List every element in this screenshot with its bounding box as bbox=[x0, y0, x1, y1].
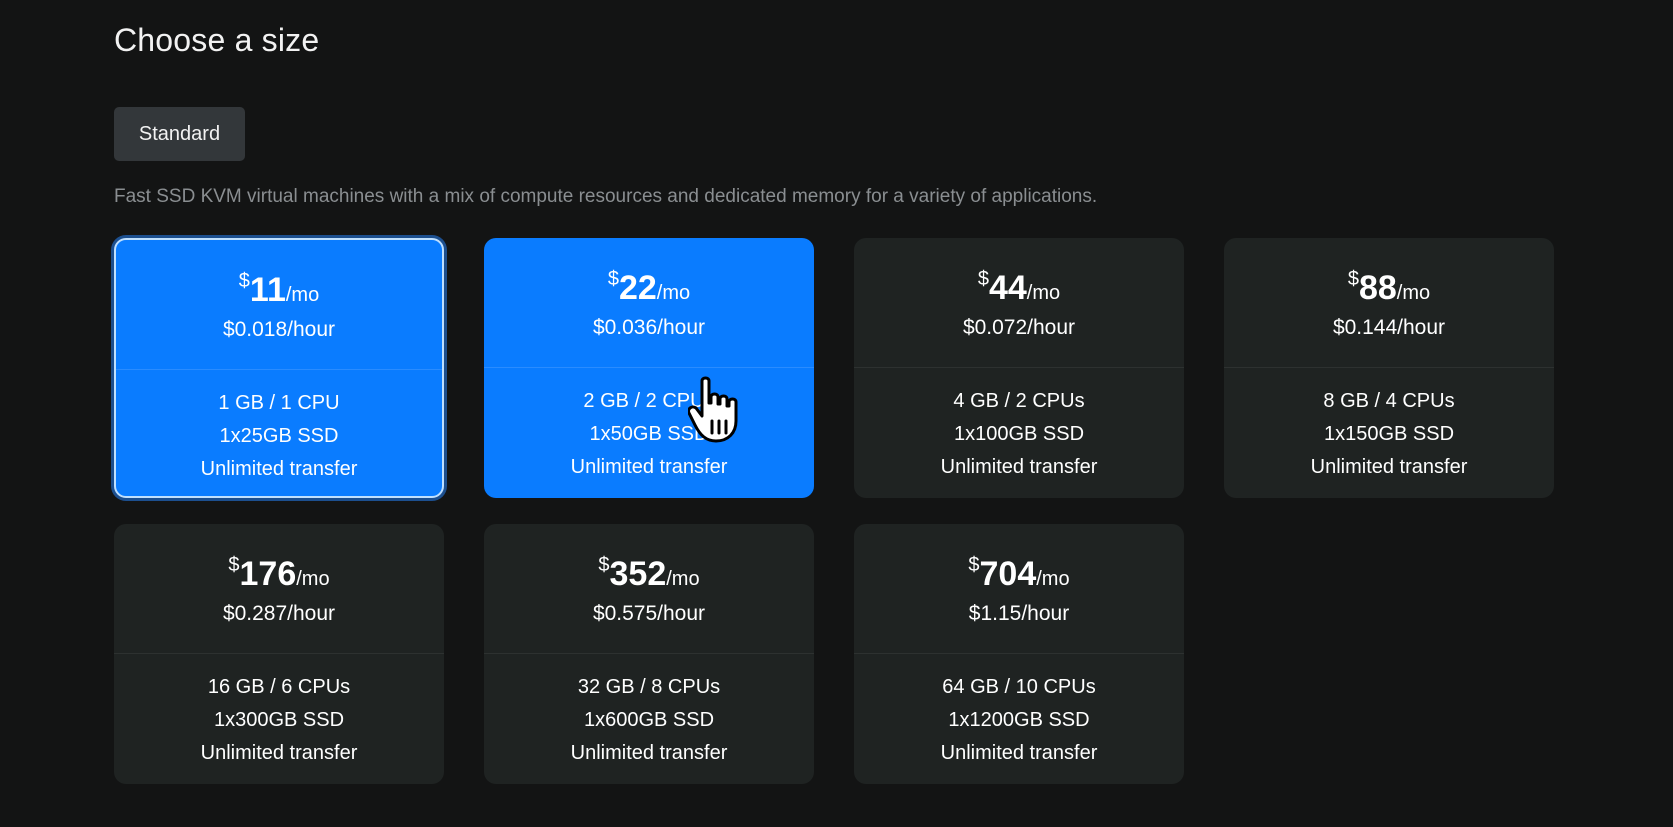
plan-transfer: Unlimited transfer bbox=[570, 456, 728, 478]
plan-disk: 1x25GB SSD bbox=[219, 425, 339, 447]
price-amount: 176 bbox=[239, 555, 297, 593]
plan-description: Fast SSD KVM virtual machines with a mix… bbox=[114, 186, 1098, 207]
currency-symbol: $ bbox=[977, 268, 989, 290]
plan-monthly-price: $704/mo bbox=[854, 554, 1184, 594]
currency-symbol: $ bbox=[1347, 268, 1359, 290]
plan-monthly-price: $176/mo bbox=[114, 554, 444, 594]
plan-disk: 1x1200GB SSD bbox=[948, 709, 1090, 731]
price-amount: 704 bbox=[979, 555, 1037, 593]
price-amount: 88 bbox=[1358, 269, 1397, 307]
plan-disk: 1x300GB SSD bbox=[213, 709, 345, 731]
price-amount: 11 bbox=[249, 271, 286, 309]
price-amount: 352 bbox=[609, 555, 667, 593]
card-divider bbox=[116, 369, 442, 370]
card-divider bbox=[484, 653, 814, 654]
card-divider bbox=[114, 653, 444, 654]
plan-hourly-price: $0.144/hour bbox=[1332, 316, 1446, 339]
plan-memory-cpu: 16 GB / 6 CPUs bbox=[207, 676, 351, 698]
plan-memory-cpu: 4 GB / 2 CPUs bbox=[953, 390, 1085, 412]
plan-card[interactable]: $704/mo $1.15/hour 64 GB / 10 CPUs 1x1200GB… bbox=[854, 524, 1184, 784]
plan-card[interactable]: $352/mo $0.575/hour 32 GB / 8 CPUs 1x600GB … bbox=[484, 524, 814, 784]
plan-monthly-price: $352/mo bbox=[484, 554, 814, 594]
plan-card[interactable]: $11/mo $0.018/hour 1 GB / 1 CPU 1x25GB SSD U… bbox=[114, 238, 444, 498]
plan-disk: 1x100GB SSD bbox=[953, 423, 1085, 445]
page-title: Choose a size bbox=[114, 22, 320, 58]
plan-disk: 1x600GB SSD bbox=[583, 709, 715, 731]
price-period: /mo bbox=[666, 568, 700, 590]
plan-hourly-price: $0.036/hour bbox=[592, 316, 706, 339]
plan-memory-cpu: 64 GB / 10 CPUs bbox=[942, 676, 1096, 698]
plan-transfer: Unlimited transfer bbox=[570, 742, 728, 764]
price-period: /mo bbox=[1026, 282, 1061, 304]
plan-monthly-price: $44/mo bbox=[854, 268, 1184, 308]
plan-monthly-price: $11/mo bbox=[116, 270, 442, 310]
price-period: /mo bbox=[296, 568, 330, 590]
plan-card[interactable]: $176/mo $0.287/hour 16 GB / 6 CPUs 1x300GB … bbox=[114, 524, 444, 784]
plan-hourly-price: $1.15/hour bbox=[968, 602, 1070, 625]
price-period: /mo bbox=[656, 282, 691, 304]
plan-memory-cpu: 2 GB / 2 CPUs bbox=[583, 390, 715, 412]
plan-transfer: Unlimited transfer bbox=[200, 742, 358, 764]
plan-monthly-price: $88/mo bbox=[1224, 268, 1554, 308]
currency-symbol: $ bbox=[968, 554, 980, 576]
plan-memory-cpu: 1 GB / 1 CPU bbox=[218, 392, 340, 414]
plan-hourly-price: $0.018/hour bbox=[222, 318, 336, 341]
price-period: /mo bbox=[1396, 282, 1431, 304]
plan-transfer: Unlimited transfer bbox=[200, 458, 358, 480]
price-period: /mo bbox=[285, 284, 320, 306]
plan-hourly-price: $0.287/hour bbox=[222, 602, 336, 625]
plan-disk: 1x50GB SSD bbox=[589, 423, 709, 445]
plan-card[interactable]: $22/mo $0.036/hour 2 GB / 2 CPUs 1x50GB SSD… bbox=[484, 238, 814, 498]
plan-transfer: Unlimited transfer bbox=[940, 742, 1098, 764]
tab-standard[interactable]: Standard bbox=[114, 107, 245, 161]
card-divider bbox=[854, 367, 1184, 368]
card-divider bbox=[484, 367, 814, 368]
plan-memory-cpu: 8 GB / 4 CPUs bbox=[1323, 390, 1455, 412]
price-amount: 44 bbox=[988, 269, 1027, 307]
card-divider bbox=[854, 653, 1184, 654]
plan-grid: $11/mo $0.018/hour 1 GB / 1 CPU 1x25GB SSD U… bbox=[114, 238, 1554, 788]
plan-transfer: Unlimited transfer bbox=[1310, 456, 1468, 478]
plan-card[interactable]: $44/mo $0.072/hour 4 GB / 2 CPUs 1x100GB SS… bbox=[854, 238, 1184, 498]
currency-symbol: $ bbox=[607, 268, 619, 290]
plan-transfer: Unlimited transfer bbox=[940, 456, 1098, 478]
currency-symbol: $ bbox=[598, 554, 610, 576]
currency-symbol: $ bbox=[238, 270, 250, 292]
price-period: /mo bbox=[1036, 568, 1070, 590]
plan-monthly-price: $22/mo bbox=[484, 268, 814, 308]
currency-symbol: $ bbox=[228, 554, 240, 576]
plan-hourly-price: $0.072/hour bbox=[962, 316, 1076, 339]
plan-card[interactable]: $88/mo $0.144/hour 8 GB / 4 CPUs 1x150GB SS… bbox=[1224, 238, 1554, 498]
plan-memory-cpu: 32 GB / 8 CPUs bbox=[577, 676, 721, 698]
plan-disk: 1x150GB SSD bbox=[1323, 423, 1455, 445]
price-amount: 22 bbox=[618, 269, 657, 307]
plan-hourly-price: $0.575/hour bbox=[592, 602, 706, 625]
card-divider bbox=[1224, 367, 1554, 368]
